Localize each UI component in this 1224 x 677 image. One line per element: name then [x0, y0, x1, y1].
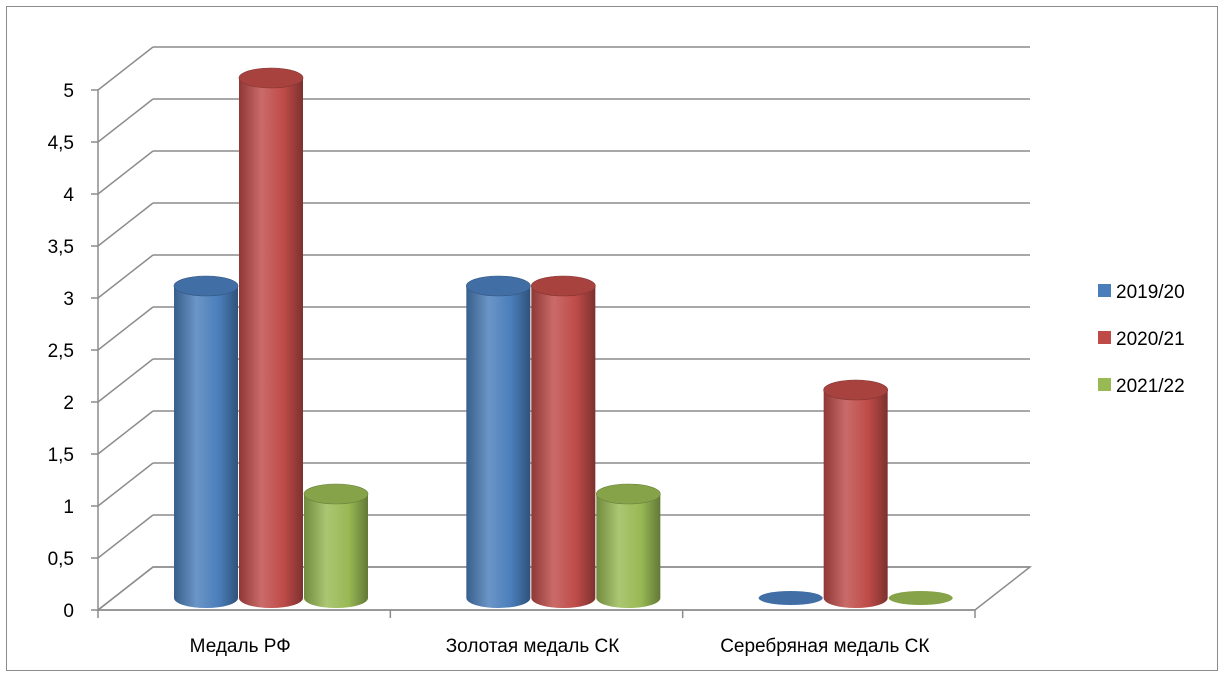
- y-tick-label: 2,5: [48, 341, 74, 362]
- bar: [173, 275, 239, 608]
- y-tick-label: 0,5: [48, 549, 74, 570]
- bar: [466, 275, 531, 608]
- y-tick-label: 0: [63, 601, 74, 622]
- y-axis-tick-labels: 0 0,5 1 1,5 2 2,5 3 3,5 4 4,5 5: [48, 81, 75, 622]
- bars: [173, 67, 953, 608]
- x-category-label: Серебряная медаль СК: [720, 636, 929, 657]
- legend-swatch: [1098, 284, 1111, 297]
- gridline-diagonal: [97, 150, 154, 195]
- bar: [531, 275, 596, 608]
- gridline-diagonal: [97, 462, 154, 507]
- y-tick-label: 2: [63, 393, 74, 414]
- y-tick-label: 1,5: [48, 445, 74, 466]
- bar: [888, 591, 953, 605]
- y-tick-label: 3,5: [48, 237, 74, 258]
- x-axis-category-labels: Медаль РФ Золотая медаль СК Серебряная мед…: [190, 636, 930, 657]
- legend-swatch: [1098, 331, 1111, 344]
- legend-label: 2019/20: [1116, 282, 1185, 303]
- gridline-diagonal: [97, 410, 154, 455]
- bar: [823, 379, 888, 608]
- bar: [303, 483, 369, 608]
- y-tick-label: 4,5: [48, 133, 74, 154]
- y-tick-label: 4: [63, 185, 74, 206]
- y-tick-label: 5: [63, 81, 74, 102]
- legend-label: 2021/22: [1116, 376, 1185, 397]
- bar: [758, 591, 823, 605]
- x-category-label: Золотая медаль СК: [446, 636, 620, 657]
- x-category-label: Медаль РФ: [190, 636, 291, 657]
- legend-swatch: [1098, 378, 1111, 391]
- gridline-diagonal: [97, 98, 154, 143]
- gridline-diagonal: [97, 306, 154, 351]
- y-tick-label: 1: [63, 497, 74, 518]
- gridline-diagonal: [97, 46, 154, 91]
- legend: 2019/20 2020/21 2021/22: [1098, 282, 1185, 397]
- bar: [238, 67, 304, 608]
- gridline-diagonal: [97, 358, 154, 403]
- gridline-diagonal: [97, 202, 154, 247]
- gridline-diagonal: [97, 254, 154, 299]
- bar: [596, 483, 661, 608]
- gridline-diagonal: [97, 566, 154, 611]
- legend-label: 2020/21: [1116, 329, 1185, 350]
- axes: [97, 90, 976, 618]
- gridline-diagonal: [97, 514, 154, 559]
- y-tick-label: 3: [63, 289, 74, 310]
